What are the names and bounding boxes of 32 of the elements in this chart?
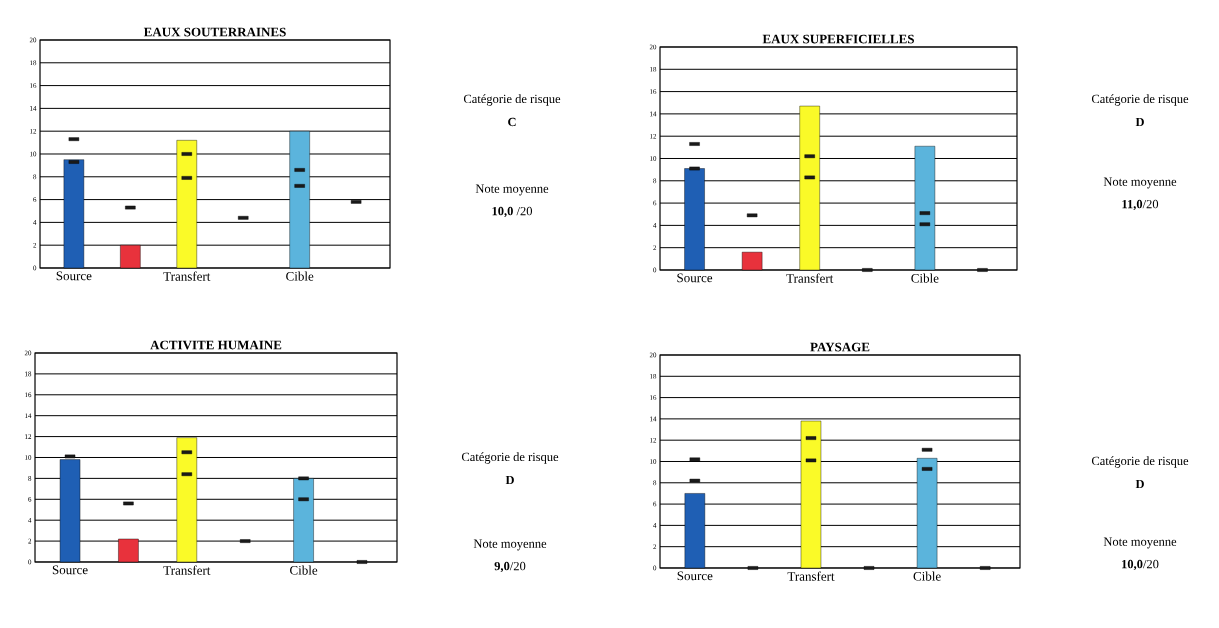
text: Catégorie de risque xyxy=(1091,456,1189,468)
text: D xyxy=(1135,117,1144,127)
x-tick-label: Transfert xyxy=(163,565,211,575)
x-tick-label: Transfert xyxy=(786,273,834,283)
x-tick-label: Transfert xyxy=(163,271,211,281)
x-tick-label: Cible xyxy=(913,571,941,581)
x-tick-label: Transfert xyxy=(787,571,835,581)
text: D xyxy=(505,475,514,485)
text: 9,0/20 xyxy=(494,561,526,573)
chart-title: EAUX SOUTERRAINES xyxy=(143,27,286,37)
text: Note moyenne xyxy=(1103,537,1177,549)
text: Note moyenne xyxy=(475,184,549,196)
text: Catégorie de risque xyxy=(461,452,559,464)
x-tick-label: Source xyxy=(52,565,88,575)
text: C xyxy=(508,117,516,127)
chart-title: ACTIVITE HUMAINE xyxy=(150,340,282,350)
text: D xyxy=(1135,479,1144,489)
text: 10,0 /20 xyxy=(492,206,533,218)
text: Catégorie de risque xyxy=(463,94,561,106)
text: Note moyenne xyxy=(1103,177,1177,189)
text: Note moyenne xyxy=(473,539,547,551)
x-tick-label: Source xyxy=(677,273,713,283)
text: Catégorie de risque xyxy=(1091,94,1189,106)
x-tick-label: Cible xyxy=(290,565,318,575)
x-tick-label: Source xyxy=(677,571,713,581)
text: 11,0/20 xyxy=(1122,199,1159,211)
chart-title: PAYSAGE xyxy=(810,342,870,352)
text: 10,0/20 xyxy=(1122,559,1159,571)
x-tick-label: Cible xyxy=(286,271,314,281)
x-tick-label: Cible xyxy=(911,273,939,283)
chart-title: EAUX SUPERFICIELLES xyxy=(762,34,914,44)
x-tick-label: Source xyxy=(56,271,92,281)
